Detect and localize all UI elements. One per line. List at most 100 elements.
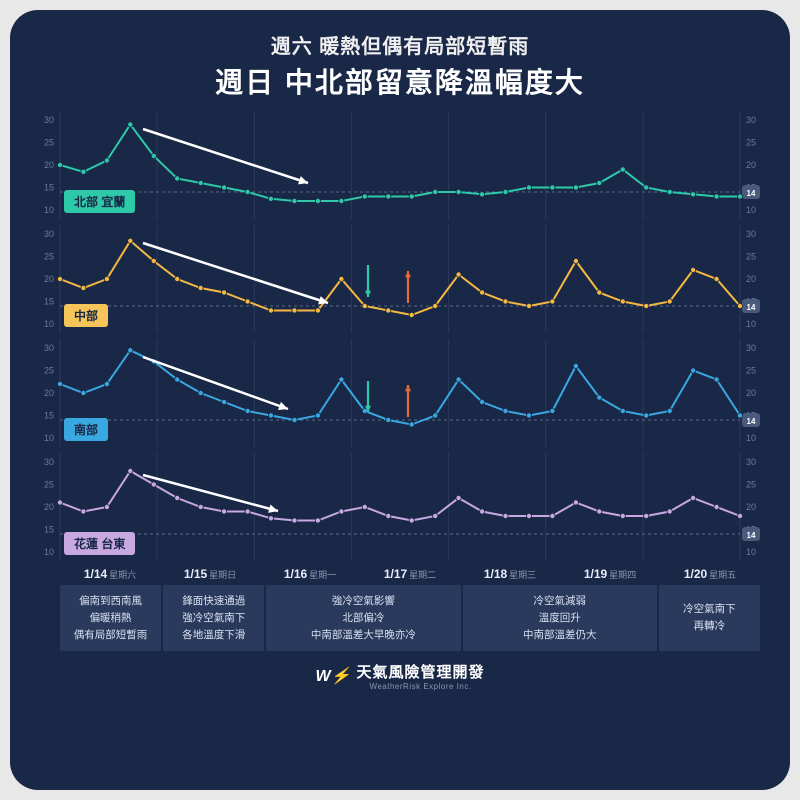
svg-text:25: 25 bbox=[746, 138, 756, 148]
date-d: 1/19 bbox=[584, 567, 607, 581]
svg-text:30: 30 bbox=[44, 229, 54, 239]
desc-line: 冷空氣南下 bbox=[663, 601, 756, 618]
svg-text:14: 14 bbox=[747, 189, 756, 198]
bolt-icon: ⚡ bbox=[331, 668, 351, 685]
desc-line: 溫度回升 bbox=[467, 610, 653, 627]
desc-line: 北部偏冷 bbox=[270, 610, 456, 627]
date-d: 1/18 bbox=[484, 567, 507, 581]
svg-text:10: 10 bbox=[746, 547, 756, 557]
svg-text:25: 25 bbox=[44, 138, 54, 148]
date-d: 1/15 bbox=[184, 567, 207, 581]
svg-text:25: 25 bbox=[44, 366, 54, 376]
svg-text:30: 30 bbox=[44, 115, 54, 125]
date-w: 星期一 bbox=[309, 570, 336, 580]
chart-svg: 1010151520202525303014 bbox=[28, 111, 772, 219]
svg-text:14: 14 bbox=[747, 417, 756, 426]
date-cell: 1/18星期三 bbox=[460, 567, 560, 581]
svg-text:30: 30 bbox=[746, 115, 756, 125]
svg-text:30: 30 bbox=[746, 229, 756, 239]
date-d: 1/14 bbox=[84, 567, 107, 581]
svg-text:25: 25 bbox=[746, 366, 756, 376]
footer: W⚡ 天氣風險管理開發 WeatherRisk Explore Inc. bbox=[28, 661, 772, 691]
svg-text:10: 10 bbox=[44, 319, 54, 329]
svg-text:30: 30 bbox=[746, 457, 756, 467]
desc-line: 鋒面快速通過 bbox=[167, 593, 260, 610]
date-cell: 1/20星期五 bbox=[660, 567, 760, 581]
chart-北部 宜蘭: 1010151520202525303014北部 宜蘭 bbox=[28, 111, 772, 219]
desc-line: 偏暖稍熱 bbox=[64, 610, 157, 627]
date-w: 星期二 bbox=[409, 570, 436, 580]
desc-cell: 冷空氣南下再轉冷 bbox=[659, 585, 760, 651]
chart-svg: 1010151520202525303014 bbox=[28, 453, 772, 561]
region-tag: 南部 bbox=[64, 418, 108, 441]
desc-line: 強冷空氣影響 bbox=[270, 593, 456, 610]
svg-text:20: 20 bbox=[44, 160, 54, 170]
date-row: 1/14星期六1/15星期日1/16星期一1/17星期二1/18星期三1/19星… bbox=[60, 567, 760, 581]
svg-text:10: 10 bbox=[746, 205, 756, 215]
company-cn: 天氣風險管理開發 bbox=[357, 664, 485, 681]
charts-container: 1010151520202525303014北部 宜蘭1010151520202… bbox=[28, 111, 772, 561]
chart-花蓮 台東: 1010151520202525303014花蓮 台東 bbox=[28, 453, 772, 561]
svg-text:10: 10 bbox=[44, 205, 54, 215]
date-w: 星期三 bbox=[509, 570, 536, 580]
svg-text:20: 20 bbox=[44, 388, 54, 398]
svg-text:10: 10 bbox=[746, 319, 756, 329]
date-cell: 1/14星期六 bbox=[60, 567, 160, 581]
svg-text:25: 25 bbox=[746, 480, 756, 490]
desc-line: 強冷空氣南下 bbox=[167, 610, 260, 627]
svg-text:10: 10 bbox=[44, 433, 54, 443]
date-cell: 1/17星期二 bbox=[360, 567, 460, 581]
title-block: 週六 暖熱但偶有局部短暫雨 週日 中北部留意降溫幅度大 bbox=[28, 30, 772, 101]
logo-text: W bbox=[315, 668, 330, 685]
svg-text:30: 30 bbox=[44, 343, 54, 353]
chart-中部: 1010151520202525303014中部 bbox=[28, 225, 772, 333]
svg-text:30: 30 bbox=[44, 457, 54, 467]
svg-text:20: 20 bbox=[746, 274, 756, 284]
weather-card: 週六 暖熱但偶有局部短暫雨 週日 中北部留意降溫幅度大 10 10 15 15 20 20… bbox=[10, 10, 790, 790]
region-tag: 中部 bbox=[64, 304, 108, 327]
svg-text:15: 15 bbox=[44, 525, 54, 535]
desc-line: 中南部溫差大早晚亦冷 bbox=[270, 627, 456, 644]
desc-line: 再轉冷 bbox=[663, 618, 756, 635]
svg-text:20: 20 bbox=[746, 388, 756, 398]
svg-text:15: 15 bbox=[44, 183, 54, 193]
date-d: 1/16 bbox=[284, 567, 307, 581]
svg-text:20: 20 bbox=[746, 502, 756, 512]
date-cell: 1/16星期一 bbox=[260, 567, 360, 581]
date-w: 星期六 bbox=[109, 570, 136, 580]
logo: W⚡ bbox=[315, 666, 350, 686]
chart-svg: 1010151520202525303014 bbox=[28, 339, 772, 447]
desc-cell: 冷空氣減弱溫度回升中南部溫差仍大 bbox=[463, 585, 657, 651]
date-w: 星期日 bbox=[209, 570, 236, 580]
chart-南部: 1010151520202525303014南部 bbox=[28, 339, 772, 447]
desc-line: 偏南到西南風 bbox=[64, 593, 157, 610]
desc-line: 中南部溫差仍大 bbox=[467, 627, 653, 644]
svg-text:15: 15 bbox=[44, 411, 54, 421]
svg-text:10: 10 bbox=[746, 433, 756, 443]
svg-text:25: 25 bbox=[44, 252, 54, 262]
title-line1: 週六 暖熱但偶有局部短暫雨 bbox=[28, 30, 772, 59]
svg-text:14: 14 bbox=[747, 531, 756, 540]
desc-cell: 偏南到西南風偏暖稍熱偶有局部短暫雨 bbox=[60, 585, 161, 651]
region-tag: 花蓮 台東 bbox=[64, 532, 135, 555]
svg-text:14: 14 bbox=[747, 303, 756, 312]
svg-text:20: 20 bbox=[44, 274, 54, 284]
date-cell: 1/15星期日 bbox=[160, 567, 260, 581]
desc-line: 各地溫度下滑 bbox=[167, 627, 260, 644]
date-d: 1/17 bbox=[384, 567, 407, 581]
date-d: 1/20 bbox=[684, 567, 707, 581]
chart-svg: 1010151520202525303014 bbox=[28, 225, 772, 333]
desc-cell: 鋒面快速通過強冷空氣南下各地溫度下滑 bbox=[163, 585, 264, 651]
company-en: WeatherRisk Explore Inc. bbox=[357, 682, 485, 691]
svg-text:30: 30 bbox=[746, 343, 756, 353]
desc-line: 偶有局部短暫雨 bbox=[64, 627, 157, 644]
desc-line: 冷空氣減弱 bbox=[467, 593, 653, 610]
company-block: 天氣風險管理開發 WeatherRisk Explore Inc. bbox=[357, 661, 485, 691]
date-cell: 1/19星期四 bbox=[560, 567, 660, 581]
svg-text:25: 25 bbox=[746, 252, 756, 262]
svg-text:10: 10 bbox=[44, 547, 54, 557]
title-line2: 週日 中北部留意降溫幅度大 bbox=[28, 61, 772, 101]
svg-text:15: 15 bbox=[44, 297, 54, 307]
desc-cell: 強冷空氣影響北部偏冷中南部溫差大早晚亦冷 bbox=[266, 585, 460, 651]
date-w: 星期五 bbox=[709, 570, 736, 580]
